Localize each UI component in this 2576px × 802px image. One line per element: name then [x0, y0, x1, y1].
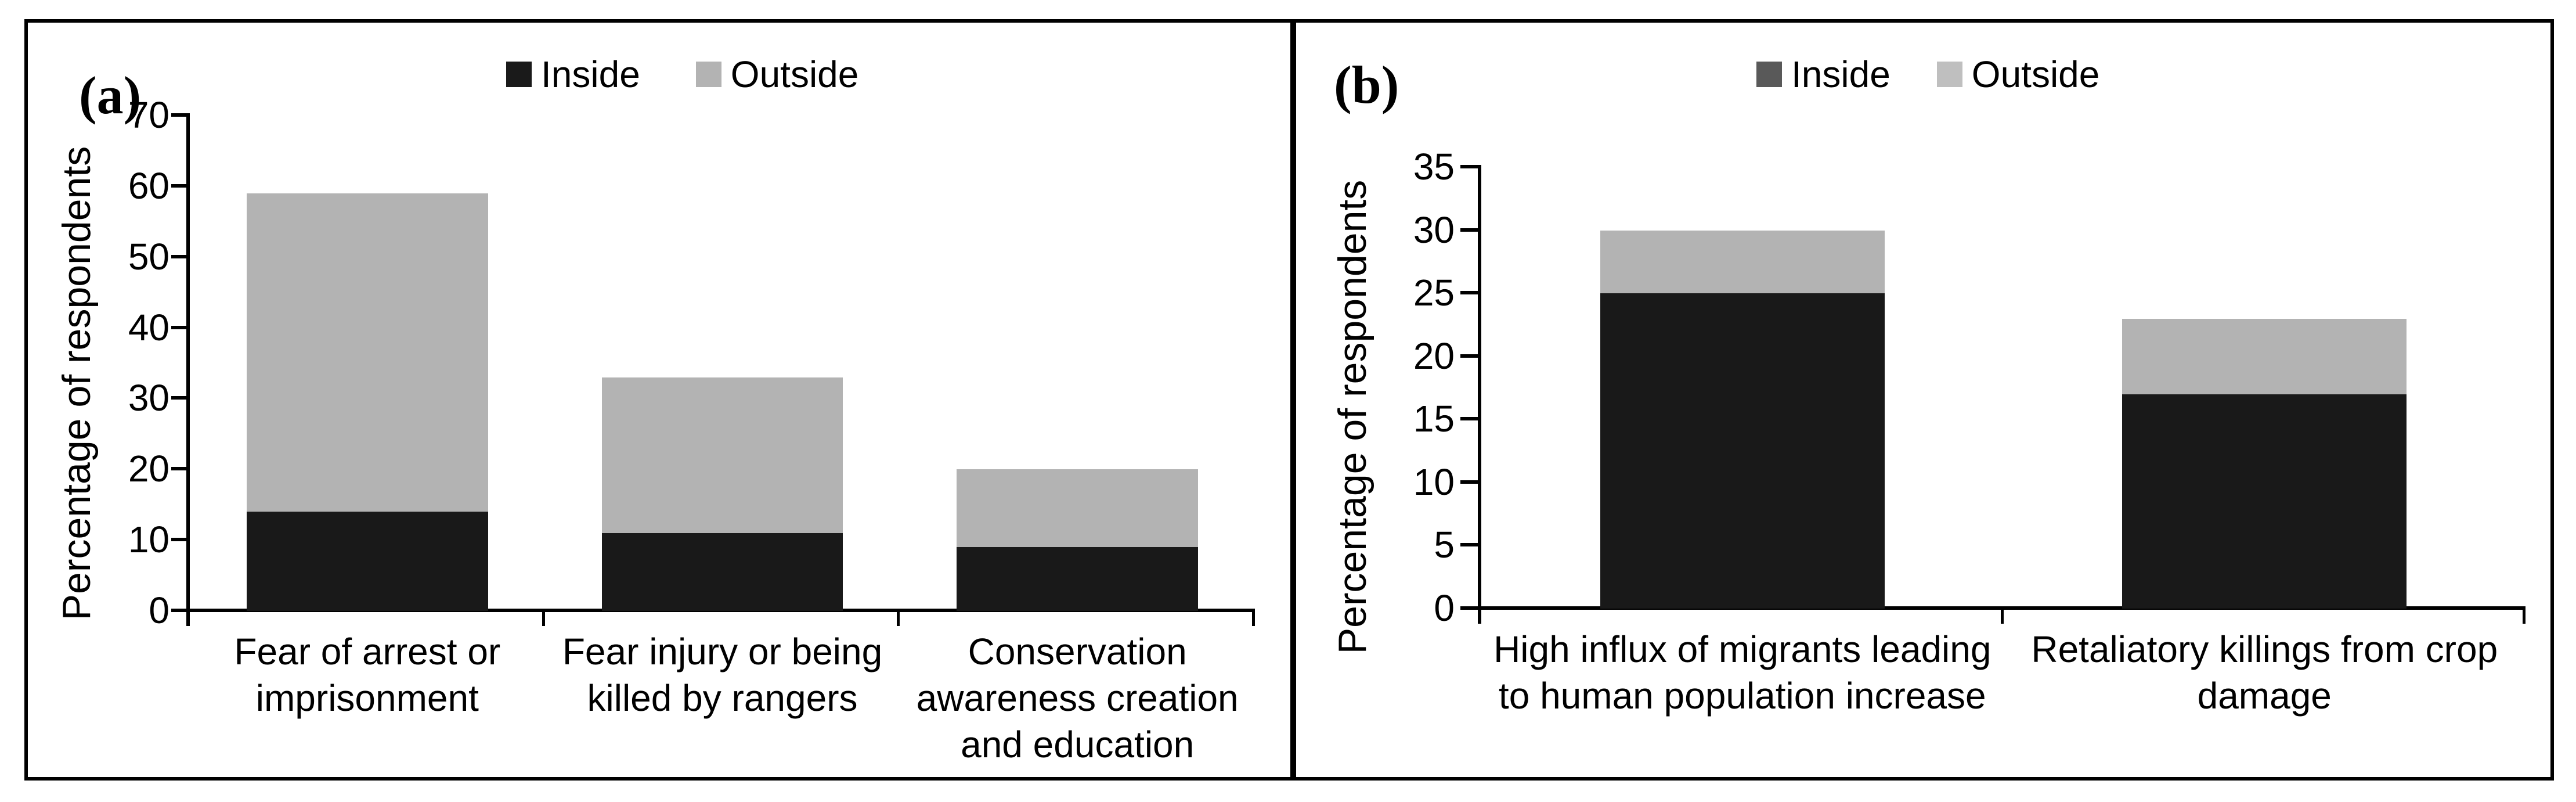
- y-tick-label: 30: [1413, 208, 1455, 251]
- category-label: Fear injury or being killed by rangers: [562, 631, 883, 719]
- bar-segment-inside: [601, 533, 843, 611]
- legend-swatch-inside-icon: [1756, 62, 1782, 87]
- legend-swatch-inside-icon: [506, 62, 532, 87]
- panel-a-letter: (a): [79, 66, 142, 125]
- bar-segment-outside: [1600, 230, 1885, 294]
- y-tick-mark: [171, 396, 186, 400]
- y-tick-mark: [171, 538, 186, 542]
- category-label: High influx of migrants leading to human…: [1493, 628, 1991, 717]
- x-tick-mark: [186, 612, 190, 626]
- y-tick-mark: [171, 254, 186, 258]
- panel-a-legend: Inside Outside: [506, 56, 858, 93]
- bar-segment-outside: [2122, 318, 2407, 394]
- legend-item-outside: Outside: [1936, 53, 2100, 95]
- legend-label-inside: Inside: [1791, 53, 1890, 95]
- y-tick-label: 40: [128, 306, 169, 348]
- y-tick-mark: [171, 467, 186, 471]
- category-label: Retaliatory killings from crop damage: [2031, 628, 2498, 717]
- bar-segment-inside: [2122, 394, 2407, 609]
- legend-label-outside: Outside: [730, 53, 859, 95]
- y-tick-label: 0: [1434, 587, 1455, 629]
- y-tick-label: 5: [1434, 524, 1455, 566]
- y-tick-label: 0: [149, 589, 169, 631]
- y-tick-mark: [1460, 480, 1478, 484]
- panel-b-letter: (b): [1334, 55, 1399, 114]
- y-tick-label: 30: [128, 377, 169, 419]
- y-axis-line: [186, 113, 190, 612]
- y-tick-label: 70: [128, 94, 169, 136]
- y-tick-mark: [1460, 417, 1478, 421]
- y-tick-label: 25: [1413, 272, 1455, 314]
- y-tick-mark: [1460, 354, 1478, 358]
- y-tick-label: 10: [128, 519, 169, 561]
- y-tick-mark: [1460, 606, 1478, 610]
- x-tick-mark: [542, 612, 545, 626]
- panel-b-legend: Inside Outside: [1756, 56, 2099, 93]
- y-tick-mark: [1460, 543, 1478, 547]
- y-tick-mark: [1460, 291, 1478, 295]
- y-tick-label: 10: [1413, 461, 1455, 503]
- y-tick-label: 60: [128, 164, 169, 207]
- y-tick-label: 50: [128, 235, 169, 278]
- x-axis-line: [1478, 606, 2526, 610]
- bar-segment-inside: [957, 547, 1199, 611]
- bar-segment-inside: [246, 512, 488, 611]
- x-tick-mark: [2000, 610, 2004, 624]
- panel-divider: [1290, 19, 1296, 781]
- y-tick-label: 20: [1413, 335, 1455, 377]
- y-tick-mark: [171, 113, 186, 117]
- legend-swatch-outside-icon: [1936, 62, 1962, 87]
- y-tick-label: 15: [1413, 398, 1455, 440]
- legend-label-inside: Inside: [541, 53, 640, 95]
- legend-label-outside: Outside: [1971, 53, 2100, 95]
- legend-item-outside: Outside: [695, 53, 859, 95]
- legend-swatch-outside-icon: [695, 62, 721, 87]
- bar-segment-inside: [1600, 293, 1885, 609]
- legend-item-inside: Inside: [506, 56, 640, 93]
- y-tick-label: 35: [1413, 146, 1455, 188]
- y-axis-line: [1478, 165, 1481, 610]
- category-label: Fear of arrest or imprisonment: [234, 631, 501, 719]
- x-tick-mark: [897, 612, 900, 626]
- y-tick-mark: [171, 325, 186, 329]
- y-tick-label: 20: [128, 448, 169, 490]
- legend-item-inside: Inside: [1756, 56, 1890, 93]
- x-tick-mark: [1478, 610, 1481, 624]
- bar-segment-outside: [957, 469, 1199, 548]
- bar-segment-outside: [601, 377, 843, 533]
- bar-segment-outside: [246, 193, 488, 512]
- y-tick-mark: [1460, 165, 1478, 168]
- category-label: Conservation awareness creation and educ…: [916, 631, 1239, 765]
- y-tick-mark: [171, 184, 186, 188]
- y-tick-mark: [171, 609, 186, 612]
- y-tick-mark: [1460, 228, 1478, 232]
- x-tick-mark: [2523, 610, 2526, 624]
- x-tick-mark: [1252, 612, 1255, 626]
